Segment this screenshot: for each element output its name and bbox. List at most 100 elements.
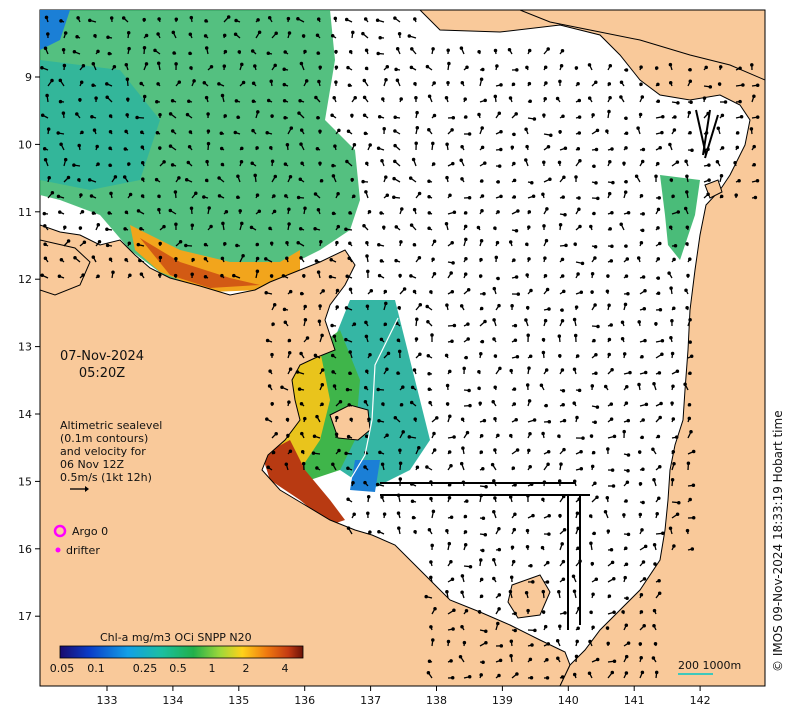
velocity-arrowhead [321,289,325,293]
velocity-arrowhead [595,657,600,662]
velocity-arrowhead [94,96,98,100]
velocity-arrowhead [546,449,551,454]
velocity-arrowhead [611,484,616,488]
velocity-arrowhead [527,210,532,214]
velocity-arrowhead [509,575,514,579]
velocity-arrowhead [61,47,66,52]
velocity-arrowhead [512,387,517,391]
velocity-arrowhead [128,273,132,277]
velocity-arrowhead [320,402,324,406]
velocity-arrowhead [432,448,437,452]
velocity-arrowhead [209,65,214,69]
velocity-arrowhead [508,495,513,499]
velocity-arrowhead [319,240,323,244]
colorbar-tick-label: 2 [243,662,250,675]
velocity-arrowhead [330,323,334,328]
velocity-arrowhead [344,337,348,342]
velocity-arrowhead [464,608,469,613]
velocity-arrowhead [158,273,162,277]
velocity-arrowhead [352,142,357,147]
velocity-arrowhead [659,401,663,406]
velocity-arrowhead [555,96,560,101]
velocity-arrowhead [592,338,596,343]
velocity-arrowhead [512,161,516,166]
velocity-arrowhead [463,211,468,215]
velocity-arrowhead [628,370,632,375]
velocity-arrowhead [596,324,600,329]
velocity-arrowhead [543,65,548,69]
velocity-arrowhead [432,431,436,436]
velocity-arrowhead [298,177,303,182]
velocity-arrowhead [139,272,144,276]
velocity-arrowhead [530,180,534,185]
velocity-arrowhead [524,590,529,595]
velocity-arrowhead [636,126,640,130]
velocity-arrowhead [658,146,662,150]
velocity-arrowhead [525,242,529,246]
velocity-arrowhead [493,385,497,390]
land-north-arnhem-inner [40,239,91,296]
velocity-arrowhead [643,544,648,549]
velocity-arrowhead [626,469,630,473]
velocity-arrowhead [577,207,581,211]
velocity-arrowhead [168,208,173,213]
drifter-track [349,317,399,481]
velocity-arrowhead [479,239,484,243]
velocity-arrowhead [445,402,450,406]
velocity-arrowhead [546,462,550,467]
velocity-arrowhead [641,212,645,216]
velocity-arrowhead [531,194,536,198]
velocity-arrowhead [593,256,597,260]
velocity-arrowhead [560,274,565,278]
velocity-arrowhead [716,126,721,130]
velocity-arrowhead [203,34,208,38]
velocity-arrowhead [187,99,191,104]
velocity-arrowhead [684,288,688,292]
velocity-arrowhead [451,115,456,120]
velocity-arrowhead [410,47,414,51]
velocity-arrowhead [366,495,371,499]
velocity-arrowhead [460,625,464,629]
velocity-arrowhead [189,15,194,20]
velocity-arrowhead [412,289,417,294]
velocity-arrowhead [384,301,388,306]
velocity-arrowhead [336,191,340,196]
velocity-arrowhead [610,244,614,248]
velocity-arrowhead [524,127,528,131]
velocity-arrowhead [512,178,517,183]
velocity-arrowhead [590,271,595,276]
velocity-arrowhead [43,256,48,260]
velocity-arrowhead [512,195,517,199]
velocity-arrowhead [620,320,625,325]
velocity-arrowhead [687,110,692,115]
velocity-arrowhead [610,147,614,151]
velocity-arrowhead [593,420,597,425]
lat-tick-label: 17 [18,610,32,623]
velocity-arrowhead [493,226,497,230]
velocity-arrowhead [589,434,594,438]
velocity-arrowhead [299,128,304,132]
velocity-arrowhead [608,96,612,100]
velocity-arrowhead [296,17,300,21]
velocity-arrowhead [577,196,581,200]
velocity-arrowhead [638,512,643,517]
velocity-arrowhead [669,286,673,290]
velocity-arrowhead [328,275,333,279]
velocity-arrowhead [112,64,117,69]
velocity-arrowhead [332,96,336,100]
velocity-arrowhead [477,50,481,54]
velocity-arrowhead [280,385,284,390]
velocity-arrowhead [46,32,50,36]
velocity-arrowhead [299,291,304,296]
velocity-arrowhead [460,80,465,85]
velocity-arrowhead [612,576,616,581]
velocity-arrowhead [344,306,349,310]
velocity-arrowhead [545,580,550,584]
velocity-arrowhead [417,191,422,196]
velocity-arrowhead [251,99,256,104]
velocity-arrowhead [529,675,534,680]
velocity-arrowhead [688,67,692,72]
velocity-arrowhead [402,287,407,291]
velocity-arrowhead [480,194,485,198]
velocity-arrowhead [685,225,690,229]
